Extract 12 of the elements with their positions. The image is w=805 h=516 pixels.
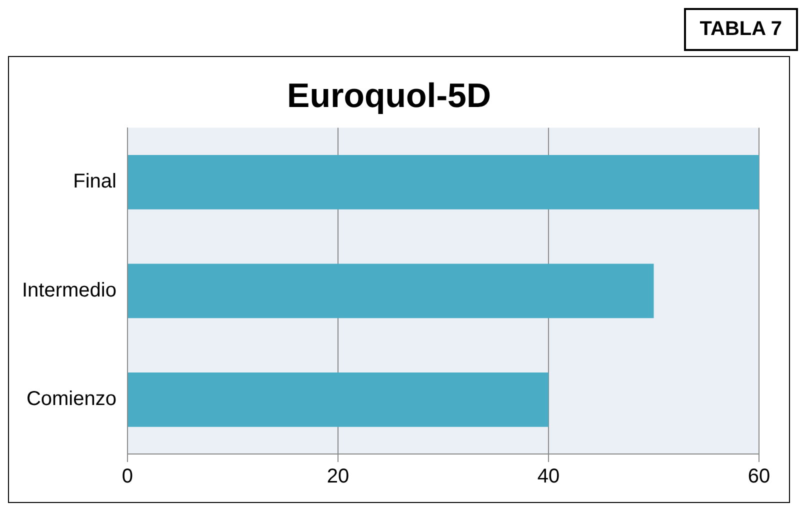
x-tick-label: 40 <box>537 466 560 488</box>
x-tick-label: 20 <box>326 466 350 488</box>
y-tick-label: Comienzo <box>26 388 116 410</box>
text: TABLA 7 <box>684 8 798 51</box>
y-tick-label: Intermedio <box>22 279 116 302</box>
chart-title: Euroquol-5D <box>287 76 491 115</box>
y-tick-label: Final <box>73 170 116 193</box>
bar <box>128 264 654 318</box>
bar <box>128 372 548 427</box>
x-tick-label: 60 <box>748 466 770 488</box>
bar <box>128 154 759 210</box>
x-tick-label: 0 <box>122 466 134 488</box>
